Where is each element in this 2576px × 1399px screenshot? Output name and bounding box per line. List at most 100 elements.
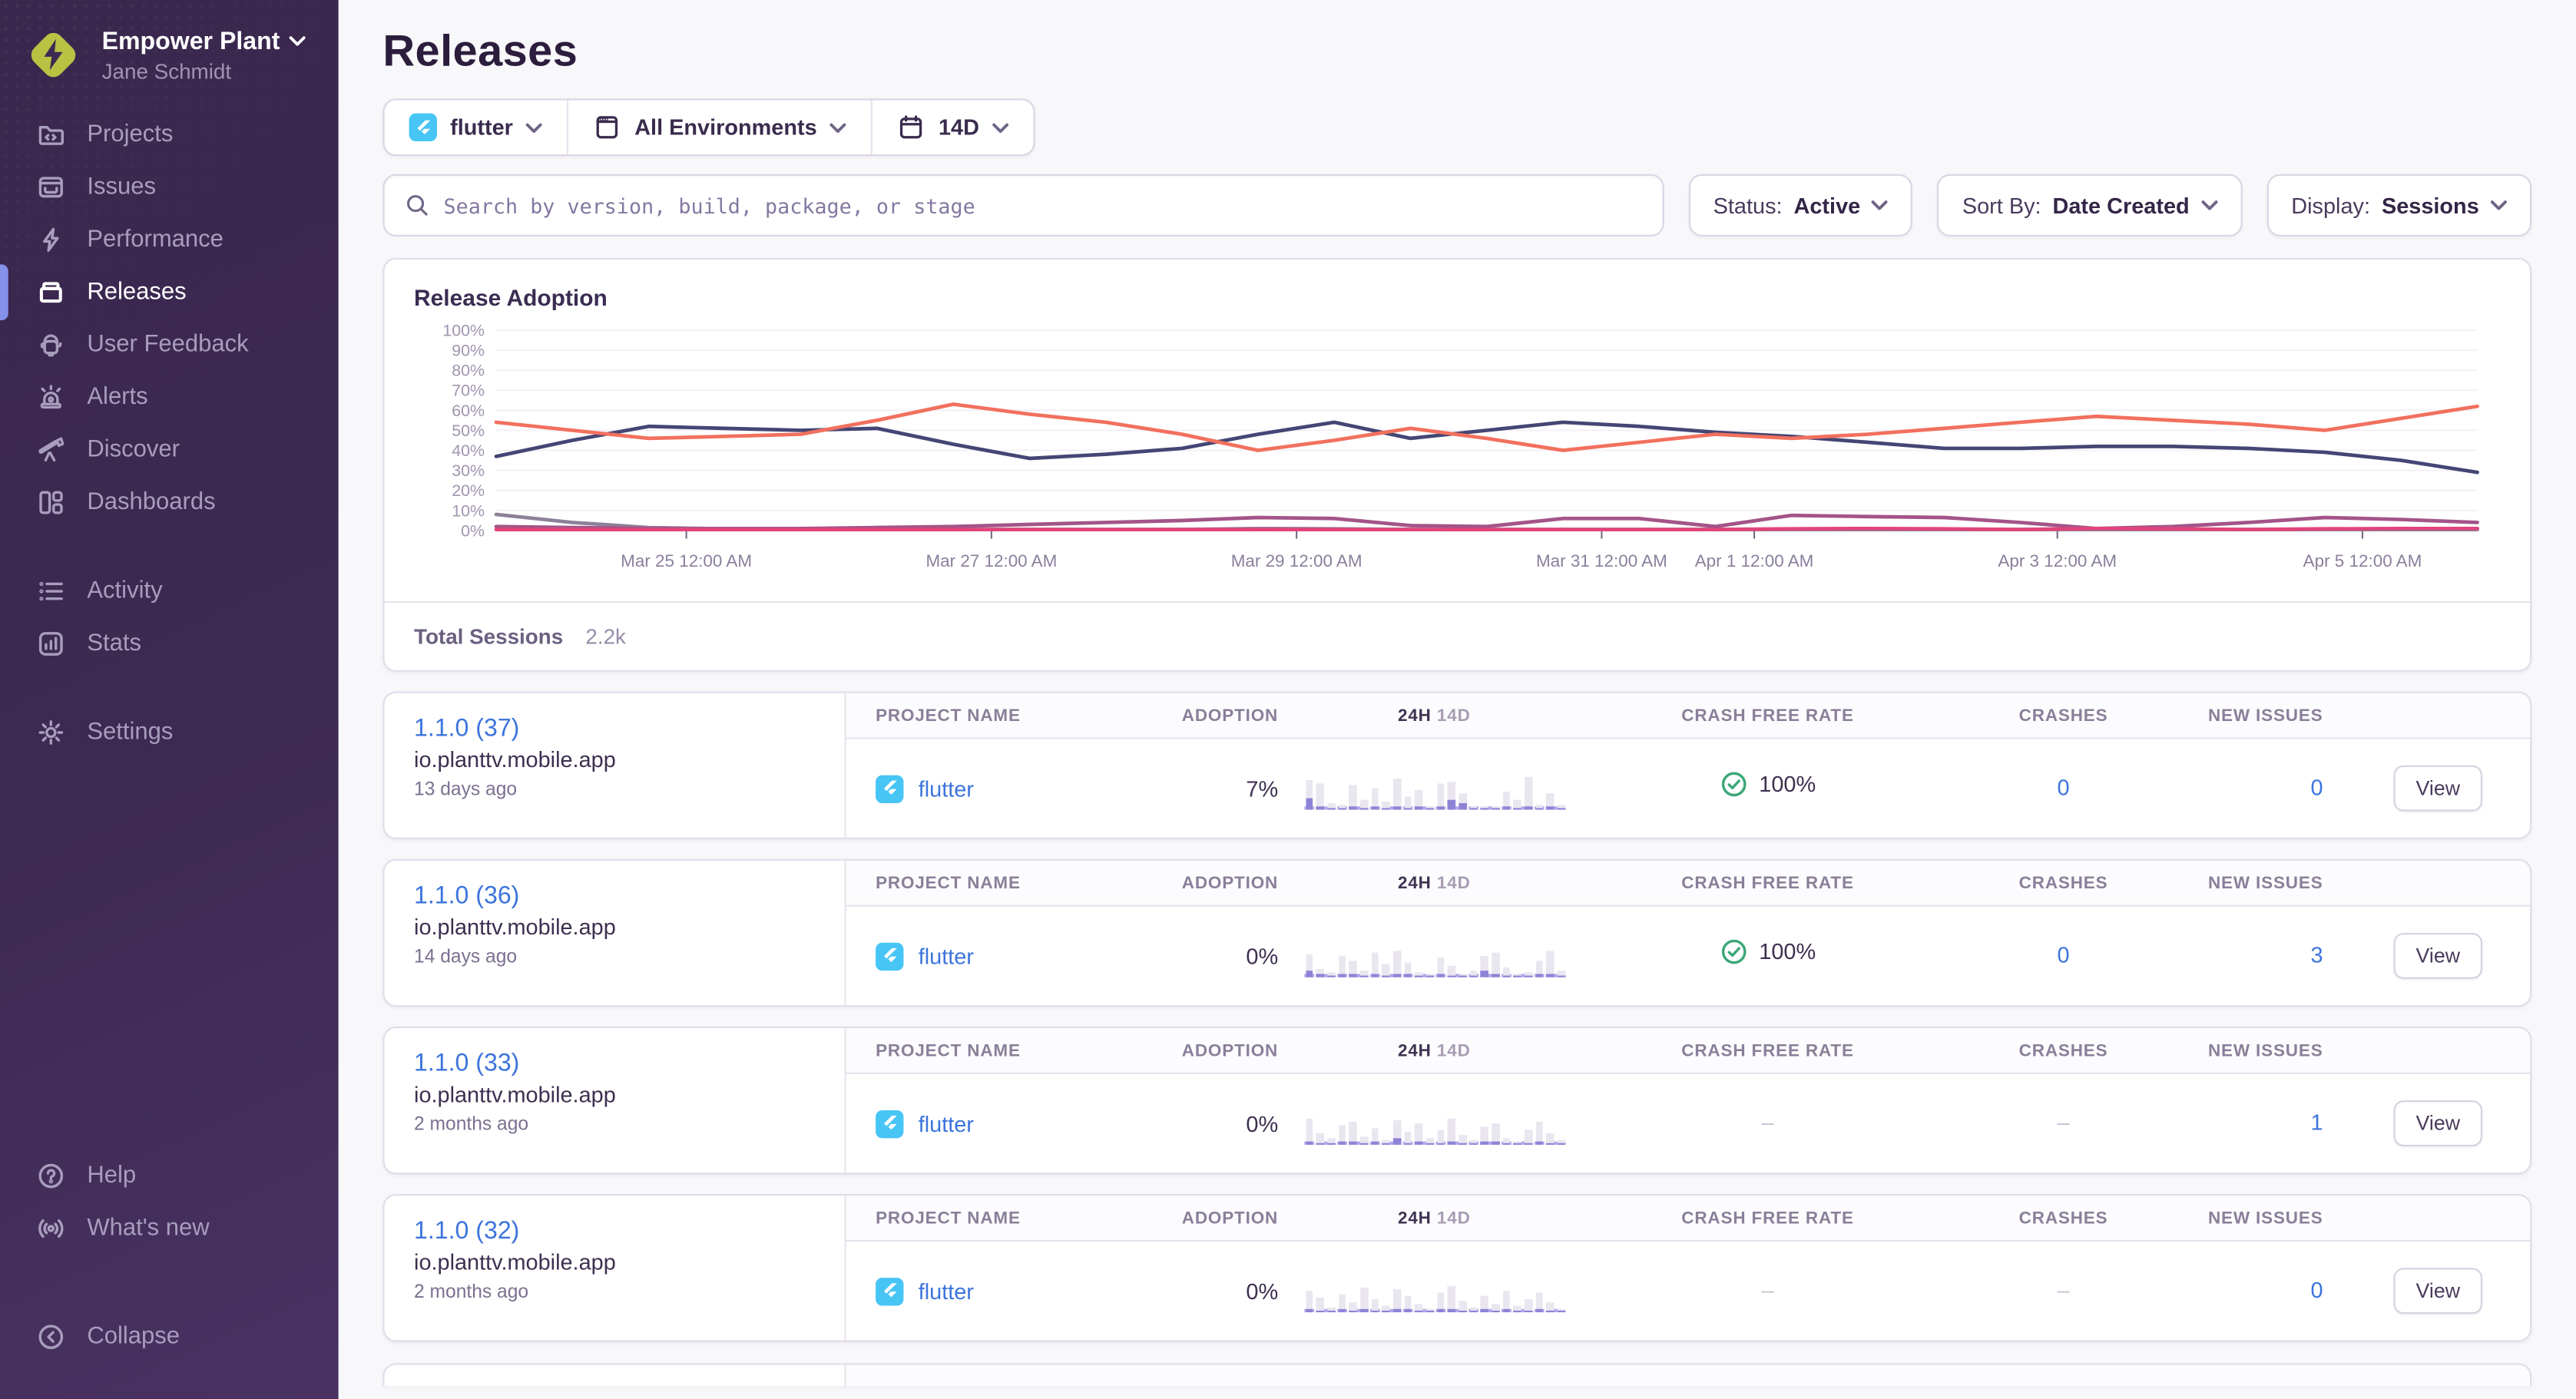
dashboards-icon [39,491,63,514]
chevron-down-icon [526,122,543,132]
flutter-project-icon [876,941,904,971]
releases-icon [39,282,62,303]
project-link[interactable]: flutter [918,776,974,801]
svg-text:10%: 10% [452,501,485,520]
sidebar-item-discover[interactable]: Discover [0,424,339,476]
issues-icon [38,177,63,198]
sidebar-item-dashboards[interactable]: Dashboards [0,476,339,528]
sidebar-item-releases[interactable]: Releases [0,264,339,321]
release-app-id: io.planttv.mobile.app [414,914,616,940]
release-card: 1.1.0 (37) io.planttv.mobile.app 13 days… [382,691,2532,840]
release-created-ago: 13 days ago [414,780,518,800]
sidebar-item-label: Collapse [87,1324,180,1351]
sidebar-nav: Projects Issues Performance Releases Use… [0,108,339,759]
svg-text:Apr 5 12:00 AM: Apr 5 12:00 AM [2303,551,2422,571]
chevron-down-icon [2490,200,2507,210]
svg-text:30%: 30% [452,461,485,480]
chart-footer: Total Sessions 2.2k [384,600,2531,670]
sidebar-item-help[interactable]: Help [0,1149,339,1202]
discover-icon [38,437,65,462]
sidebar-item-activity[interactable]: Activity [0,565,339,617]
sort-by-value: Date Created [2052,193,2190,218]
svg-text:Mar 29 12:00 AM: Mar 29 12:00 AM [1231,551,1362,571]
svg-text:Mar 27 12:00 AM: Mar 27 12:00 AM [925,551,1057,571]
release-created-ago: 14 days ago [414,948,518,967]
new-issues-link[interactable]: 1 [2310,1110,2323,1136]
release-version-link[interactable]: 1.1.0 (36) [414,881,520,911]
release-table-header: PROJECT NAME ADOPTION 24H 14D CRASH FREE… [846,1028,2531,1074]
release-version-link[interactable]: 1.1.0 (33) [414,1049,520,1078]
project-filter[interactable]: flutter [385,100,568,154]
view-button[interactable]: View [2392,765,2483,812]
release-table-header: PROJECT NAME ADOPTION 24H 14D CRASH FREE… [846,693,2531,739]
environment-filter-value: All Environments [634,114,817,140]
flutter-project-icon [876,1277,904,1305]
release-version-link[interactable]: 1.1.0 (37) [414,714,520,742]
total-sessions-label: Total Sessions [414,623,564,649]
sidebar-item-label: Help [87,1163,137,1189]
crash-free-value: 100% [1759,772,1816,797]
org-switcher[interactable]: Empower Plant Jane Schmidt [0,0,339,108]
sidebar-item-label: Dashboards [87,489,216,516]
sidebar-item-user-feedback[interactable]: User Feedback [0,319,339,371]
user-feedback-icon [40,334,62,357]
release-app-id: io.planttv.mobile.app [414,1249,616,1275]
release-card: 1.1.0 (33) io.planttv.mobile.app 2 month… [382,1026,2532,1175]
crash-free-value: – [1761,1278,1774,1303]
sidebar-footer: Help What's new Collapse [0,1149,339,1399]
sidebar: Empower Plant Jane Schmidt Projects Issu… [0,0,339,1399]
sidebar-item-whats-new[interactable]: What's new [0,1202,339,1255]
project-link[interactable]: flutter [918,1111,974,1136]
sidebar-item-issues[interactable]: Issues [0,161,339,213]
main-content: Releases flutter All Environments 14D [339,0,2576,1399]
adoption-value: 0% [1246,1278,1279,1304]
display-label: Display: [2291,193,2370,218]
view-button[interactable]: View [2392,1268,2483,1315]
crashes-link: – [2057,1110,2070,1136]
crashes-link[interactable]: 0 [2057,942,2070,967]
stats-icon [38,632,63,656]
release-table-header: PROJECT NAME ADOPTION 24H 14D CRASH FREE… [846,860,2531,907]
environment-filter[interactable]: All Environments [567,100,871,155]
sessions-sparkline [1304,1266,1567,1315]
svg-text:100%: 100% [442,321,485,339]
sidebar-item-alerts[interactable]: Alerts [0,371,339,423]
sidebar-item-projects[interactable]: Projects [0,108,339,160]
sidebar-item-settings[interactable]: Settings [0,706,339,759]
new-issues-link[interactable]: 0 [2310,775,2323,800]
date-range-filter[interactable]: 14D [871,100,1033,155]
release-created-ago: 2 months ago [414,1115,529,1136]
sidebar-item-label: Releases [87,279,187,306]
svg-text:50%: 50% [452,422,485,440]
page-title: Releases [382,26,578,76]
view-button[interactable]: View [2392,1100,2483,1147]
view-button[interactable]: View [2392,932,2483,979]
display-value: Sessions [2381,193,2479,218]
help-icon [38,1163,64,1189]
status-dropdown[interactable]: Status: Active [1688,174,1913,237]
search-input[interactable] [443,193,1643,218]
flutter-project-icon [876,774,904,802]
svg-text:80%: 80% [452,362,485,380]
active-indicator [0,264,8,321]
calendar-icon [900,115,922,139]
new-issues-link[interactable]: 0 [2310,1278,2323,1303]
sidebar-item-stats[interactable]: Stats [0,617,339,670]
crashes-link[interactable]: 0 [2057,775,2070,800]
project-link[interactable]: flutter [918,943,974,968]
org-name: Empower Plant [101,27,280,55]
sort-by-dropdown[interactable]: Sort By: Date Created [1937,174,2243,237]
flutter-project-icon [409,113,437,141]
project-link[interactable]: flutter [918,1278,974,1304]
performance-icon [43,227,59,252]
release-card: 1.1.0 (36) io.planttv.mobile.app 14 days… [382,858,2532,1007]
new-issues-link[interactable]: 3 [2310,942,2323,967]
sidebar-item-label: Issues [87,174,157,200]
display-dropdown[interactable]: Display: Sessions [2266,174,2532,237]
window-icon [597,116,618,139]
svg-text:70%: 70% [452,382,485,400]
project-filter-value: flutter [450,114,513,140]
sidebar-item-performance[interactable]: Performance [0,213,339,266]
release-version-link[interactable]: 1.1.0 (32) [414,1216,520,1245]
sidebar-collapse-button[interactable]: Collapse [0,1311,339,1363]
